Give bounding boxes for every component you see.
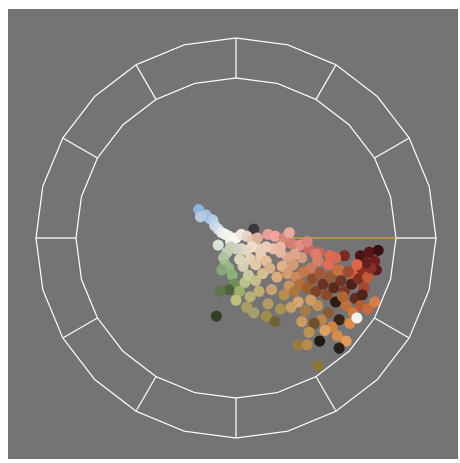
color-point: [335, 275, 347, 287]
color-point: [331, 330, 343, 342]
color-point: [283, 227, 295, 239]
color-point: [362, 303, 374, 315]
color-point: [319, 324, 331, 336]
wheel-tick: [135, 376, 157, 412]
color-point: [226, 269, 238, 281]
color-point: [322, 307, 334, 319]
color-point: [223, 284, 235, 296]
color-point: [340, 300, 352, 312]
color-point: [234, 285, 246, 297]
color-point: [230, 294, 242, 306]
color-point: [333, 314, 345, 326]
wheel-tick: [315, 64, 337, 100]
color-point: [285, 237, 297, 249]
color-point: [271, 271, 283, 283]
color-point: [321, 289, 333, 301]
color-point: [363, 246, 375, 258]
color-point: [301, 339, 313, 351]
color-point: [253, 285, 265, 297]
color-point: [351, 259, 363, 271]
color-point: [372, 244, 384, 256]
color-point: [342, 266, 354, 278]
color-point: [310, 285, 322, 297]
color-point: [274, 303, 286, 315]
color-point: [216, 264, 228, 276]
color-point: [212, 239, 224, 251]
color-point: [285, 301, 297, 313]
color-point: [278, 289, 290, 301]
color-point: [214, 285, 226, 297]
color-point: [244, 291, 256, 303]
color-point: [353, 273, 365, 285]
wheel-tick: [62, 137, 98, 159]
color-point: [287, 259, 299, 271]
color-point: [274, 241, 286, 253]
wheel-tick: [62, 317, 98, 339]
color-point: [340, 335, 352, 347]
color-point: [282, 268, 294, 280]
color-point: [210, 310, 222, 322]
color-point: [317, 278, 329, 290]
wheel-tick: [135, 64, 157, 100]
color-point: [299, 305, 311, 317]
hue-wheel-graticule: [35, 37, 437, 439]
color-point: [234, 253, 246, 265]
color-point: [308, 317, 320, 329]
color-point: [250, 275, 262, 287]
color-point: [251, 232, 263, 244]
color-point: [328, 282, 340, 294]
color-point: [303, 326, 315, 338]
vectorscope-viewport: [8, 9, 458, 459]
color-scatter-scope: [8, 9, 458, 459]
color-point: [260, 310, 272, 322]
wheel-tick: [315, 376, 337, 412]
color-point: [356, 289, 368, 301]
color-point: [250, 259, 262, 271]
color-point: [337, 291, 349, 303]
color-point: [360, 257, 372, 269]
color-point: [338, 250, 350, 262]
wheel-tick: [374, 317, 410, 339]
color-point: [333, 342, 345, 354]
wheel-tick: [374, 137, 410, 159]
color-point: [194, 211, 206, 223]
color-point: [269, 316, 281, 328]
color-point: [324, 271, 336, 283]
color-point: [248, 307, 260, 319]
color-point: [298, 266, 310, 278]
color-point: [262, 298, 274, 310]
color-point: [330, 252, 342, 264]
color-points: [193, 204, 384, 372]
color-point: [292, 339, 304, 351]
color-point: [310, 248, 322, 260]
color-point: [351, 312, 363, 324]
color-point: [369, 296, 381, 308]
color-point: [296, 316, 308, 328]
color-point: [257, 268, 269, 280]
color-point: [305, 294, 317, 306]
color-point: [301, 236, 313, 248]
color-point: [314, 268, 326, 280]
color-point: [331, 264, 343, 276]
color-point: [248, 223, 260, 235]
color-point: [322, 259, 334, 271]
color-point: [269, 230, 281, 242]
color-point: [362, 271, 374, 283]
color-point: [301, 282, 313, 294]
color-point: [266, 284, 278, 296]
color-point: [312, 360, 324, 372]
color-point: [314, 335, 326, 347]
